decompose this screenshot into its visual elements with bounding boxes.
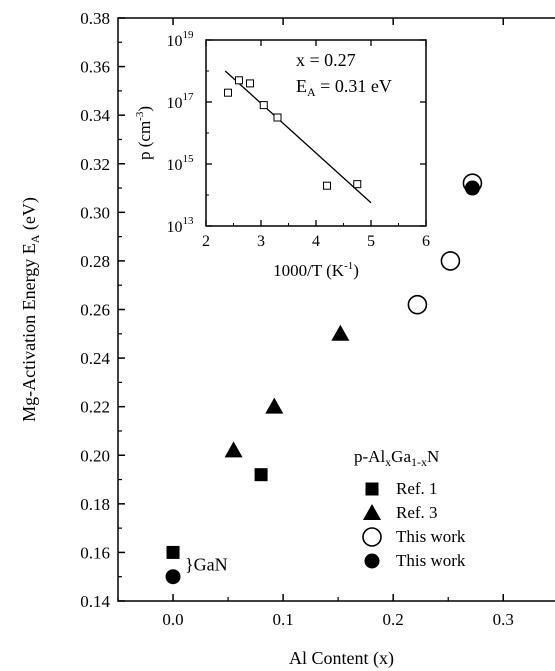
inset-y-tick-label: 1019 (167, 29, 195, 50)
main-y-tick-label: 0.32 (80, 155, 110, 174)
inset-annotation-x: x = 0.27 (296, 50, 356, 70)
inset-x-tick-label: 3 (257, 233, 265, 250)
data-point-filled-square (166, 545, 180, 559)
main-y-axis-label: Mg-Activation Energy EA (eV) (19, 197, 42, 422)
main-axis-ticks (117, 17, 505, 602)
main-y-tick-label: 0.26 (80, 301, 110, 320)
inset-data-point (235, 76, 243, 85)
inset-data-point (224, 88, 232, 97)
main-y-label-unit: (eV) (19, 197, 40, 234)
inset-y-tick-label: 1015 (167, 153, 195, 174)
main-data-marks (165, 173, 483, 585)
main-y-label-main: Mg-Activation Energy E (19, 243, 39, 422)
gan-annotation: }GaN (185, 555, 228, 575)
data-point-filled-triangle (265, 397, 284, 414)
inset-annotation-energy: EA = 0.31 eV (296, 76, 392, 99)
main-y-tick-label: 0.22 (80, 398, 110, 417)
main-y-label-sub: A (28, 234, 42, 243)
inset-x-tick-label: 2 (202, 233, 210, 250)
data-point-filled-circle (165, 569, 181, 585)
legend-title: p-AlxGa1-xN (354, 447, 439, 469)
main-y-tick-label: 0.18 (80, 495, 110, 514)
inset-x-tick-label: 4 (312, 233, 320, 250)
legend-label: This work (396, 551, 466, 570)
legend-label: Ref. 3 (396, 503, 438, 522)
main-y-tick-label: 0.34 (80, 106, 110, 125)
inset-tick-labels: 2 3 4 5 6 1013 1015 1017 1019 (167, 29, 431, 250)
data-point-filled-circle (464, 180, 480, 196)
legend: p-AlxGa1-xN Ref. 1 Ref. 3 This work This wo… (354, 447, 466, 570)
inset-x-tick-label: 6 (422, 233, 430, 250)
inset-data-point (259, 101, 268, 110)
legend-marker-filled-triangle (363, 504, 381, 520)
main-chart: 0.140.160.180.200.220.240.260.280.300.32… (19, 9, 555, 669)
main-y-tick-label: 0.30 (80, 203, 110, 222)
main-y-tick-label: 0.36 (80, 58, 110, 77)
inset-data-point (246, 79, 254, 88)
main-y-tick-label: 0.20 (80, 446, 110, 465)
inset-data-point (323, 181, 331, 190)
legend-label: Ref. 1 (396, 479, 438, 498)
main-y-tick-label: 0.28 (80, 252, 110, 271)
inset-y-axis-label: p (cm-3) (134, 106, 154, 160)
legend-marker-filled-square (365, 482, 379, 496)
main-tick-labels: 0.140.160.180.200.220.240.260.280.300.32… (80, 9, 514, 629)
inset-x-tick-label: 5 (367, 233, 375, 250)
main-y-tick-label: 0.24 (80, 349, 110, 368)
main-x-tick-label: 0.1 (272, 610, 293, 629)
data-point-open-circle (407, 294, 428, 315)
inset-y-tick-label: 1017 (167, 91, 195, 112)
main-y-tick-label: 0.16 (80, 543, 110, 562)
main-y-tick-label: 0.14 (80, 592, 110, 611)
data-point-filled-square (254, 468, 268, 482)
legend-marker-open-circle (362, 527, 382, 547)
legend-label: This work (396, 527, 466, 546)
inset-chart: 2 3 4 5 6 1013 1015 1017 1019 1000/T (K-1) p (cm… (134, 29, 430, 280)
main-x-tick-label: 0.3 (493, 610, 514, 629)
inset-data-point (353, 180, 362, 189)
data-point-open-circle (440, 251, 461, 271)
inset-y-tick-label: 1013 (167, 215, 195, 236)
inset-axis-ticks (205, 39, 427, 227)
main-x-tick-label: 0.0 (162, 610, 183, 629)
main-y-tick-label: 0.38 (80, 9, 110, 28)
inset-data-point (273, 113, 282, 122)
data-point-filled-triangle (331, 324, 350, 341)
main-x-tick-label: 0.2 (383, 610, 404, 629)
inset-fit-line (224, 70, 372, 204)
inset-x-axis-label: 1000/T (K-1) (273, 260, 359, 280)
data-point-filled-triangle (224, 441, 243, 458)
legend-marker-filled-circle (364, 553, 380, 569)
main-x-axis-label: Al Content (x) (289, 648, 394, 669)
inset-plot-frame (205, 39, 427, 227)
inset-data-marks (224, 70, 372, 204)
